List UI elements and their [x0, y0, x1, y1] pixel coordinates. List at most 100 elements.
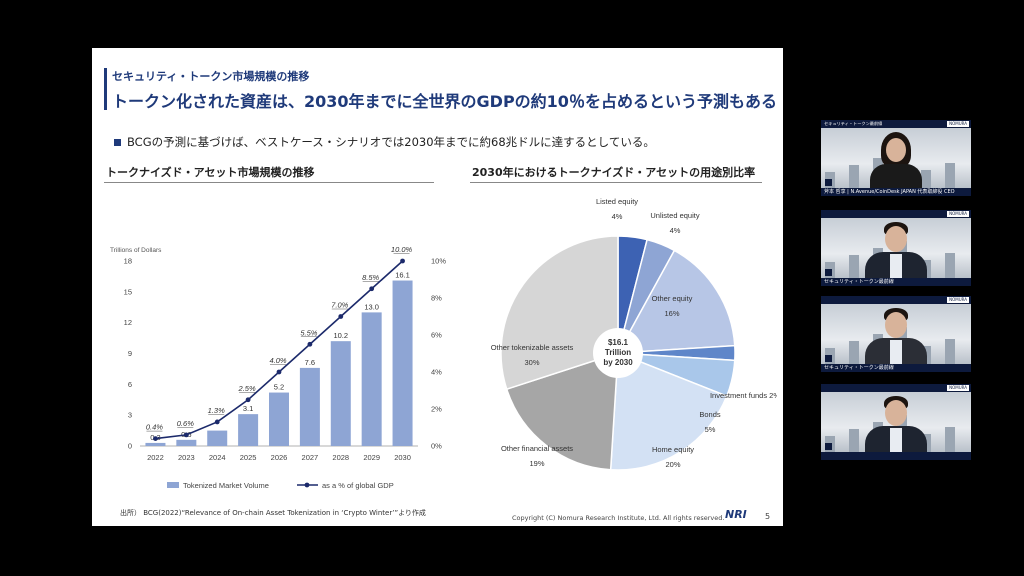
bullet-text: BCGの予測に基づけば、ベストケース・シナリオでは2030年までに約68兆ドルに… [127, 135, 655, 149]
left-section-divider [104, 182, 434, 183]
gdp-share-label: 7.0% [331, 301, 348, 310]
person-head [886, 138, 906, 162]
bar-2029 [361, 312, 382, 446]
video-panel-3[interactable]: NOMURA セキュリティ・トークン最前線 [821, 296, 971, 372]
x-tick-label: 2024 [209, 453, 226, 462]
y-tick-label: 0 [128, 442, 132, 451]
pie-center-label: by 2030 [603, 358, 633, 367]
pie-slice-label: Home equity [652, 445, 694, 454]
y-tick-label: 15 [124, 287, 132, 296]
pie-slice-other-tokenizable-assets [500, 235, 619, 391]
x-tick-label: 2026 [271, 453, 288, 462]
panel-bottom-strip [821, 452, 971, 460]
panel-bottom-strip: セキュリティ・トークン最前線 [821, 364, 971, 372]
x-tick-label: 2028 [332, 453, 349, 462]
legend-line-marker [304, 482, 310, 488]
person-head [885, 400, 907, 426]
bar-value-label: 10.2 [333, 331, 348, 340]
pie-slice-other-equity [616, 249, 736, 354]
nomura-tag: NOMURA [947, 297, 969, 303]
legend-line-label: as a % of global GDP [322, 481, 394, 490]
y-tick-label: 18 [124, 257, 132, 266]
y2-tick-label: 10% [431, 257, 446, 266]
pie-slice-pct: 4% [670, 226, 681, 235]
x-tick-label: 2029 [363, 453, 380, 462]
bar-2023 [176, 439, 197, 446]
right-section-divider [470, 182, 762, 183]
gdp-share-point [369, 286, 375, 292]
gdp-share-label: 4.0% [269, 356, 286, 365]
name-caption [825, 355, 833, 362]
panel-band-text: セキュリティ・トークン最前線 [824, 121, 883, 126]
panel-top-band: セキュリティ・トークン最前線 NOMURA [821, 120, 971, 128]
pie-center-label: $16.1 [608, 338, 629, 347]
bar-2022 [145, 442, 166, 446]
legend-bar-swatch [167, 482, 179, 488]
bar-value-label: 7.6 [305, 358, 315, 367]
source-note: 出所） BCG(2022)“Relevance of On-chain Asse… [120, 509, 426, 517]
page-number: 5 [765, 512, 771, 521]
gdp-share-label: 10.0% [391, 245, 413, 254]
video-panel-1[interactable]: セキュリティ・トークン最前線 NOMURA 斧本 哲享 | N.Avenue/Co… [821, 120, 971, 196]
pie-slice-label: Other tokenizable assets [491, 343, 574, 352]
backdrop-building [849, 165, 859, 188]
gdp-share-point [183, 432, 189, 438]
pie-slice-label: Other financial assets [501, 444, 573, 453]
person-head [885, 312, 907, 338]
panel-bottom-strip: セキュリティ・トークン最前線 [821, 278, 971, 286]
bullet-point: BCGの予測に基づけば、ベストケース・シナリオでは2030年までに約68兆ドルに… [114, 134, 655, 150]
pie-slice-pct: 16% [664, 309, 679, 318]
bar-value-label: 5.2 [274, 383, 284, 392]
person-shirt [890, 428, 902, 452]
y2-tick-label: 8% [431, 294, 442, 303]
presentation-slide: セキュリティ・トークン市場規模の推移 トークン化された資産は、2030年までに全… [92, 48, 783, 526]
person-body [870, 164, 922, 188]
gdp-share-point [214, 419, 220, 425]
pie-slice-pct: 20% [665, 460, 680, 469]
y-tick-label: 3 [128, 411, 132, 420]
y2-tick-label: 2% [431, 405, 442, 414]
bar-value-label: 16.1 [395, 271, 410, 280]
person-shirt [890, 254, 902, 278]
y-tick-label: 9 [128, 349, 132, 358]
bar-2028 [330, 341, 351, 446]
nomura-tag: NOMURA [947, 385, 969, 391]
panel-top-band: NOMURA [821, 384, 971, 392]
y-axis-title: Trillions of Dollars [110, 247, 162, 254]
gdp-share-point [400, 258, 405, 264]
gdp-share-label: 8.5% [362, 273, 379, 282]
title-accent-bar [104, 68, 107, 110]
x-tick-label: 2027 [302, 453, 319, 462]
bar-value-label: 3.1 [243, 404, 253, 413]
pie-slice-label: Listed equity [596, 197, 638, 206]
gdp-share-point [338, 314, 344, 319]
bar-2024 [207, 430, 228, 446]
right-section-title: 2030年におけるトークナイズド・アセットの用途別比率 [472, 166, 756, 179]
video-panel-4[interactable]: NOMURA [821, 384, 971, 460]
nomura-tag: NOMURA [947, 211, 969, 217]
bar-2027 [299, 367, 320, 446]
gdp-share-point [153, 436, 158, 441]
pie-center-hole [593, 328, 643, 378]
y-tick-label: 12 [124, 318, 132, 327]
pie-slice-pct: 4% [612, 212, 623, 221]
gdp-share-point [307, 341, 313, 347]
name-caption [825, 269, 833, 276]
pie-slice-pct: 5% [705, 425, 716, 434]
slide-title: トークン化された資産は、2030年までに全世界のGDPの約10％を占めるという予… [112, 92, 777, 111]
panel-bottom-strip: 斧本 哲享 | N.Avenue/CoinDesk JAPAN 代表取締役 CE… [821, 188, 971, 196]
legend-bar-label: Tokenized Market Volume [183, 481, 269, 490]
x-tick-label: 2030 [394, 453, 411, 462]
bullet-square-icon [114, 139, 121, 146]
name-caption [825, 179, 833, 186]
gdp-share-label: 0.6% [177, 419, 194, 428]
backdrop-building [849, 429, 859, 452]
pie-slice-label: Bonds [699, 410, 721, 419]
bar-2030 [392, 280, 413, 446]
backdrop-building [849, 341, 859, 364]
pie-slice-home-equity [609, 351, 728, 471]
slide-subtitle: セキュリティ・トークン市場規模の推移 [112, 70, 310, 83]
video-panel-2[interactable]: NOMURA セキュリティ・トークン最前線 [821, 210, 971, 286]
gdp-share-label: 5.5% [300, 328, 317, 337]
